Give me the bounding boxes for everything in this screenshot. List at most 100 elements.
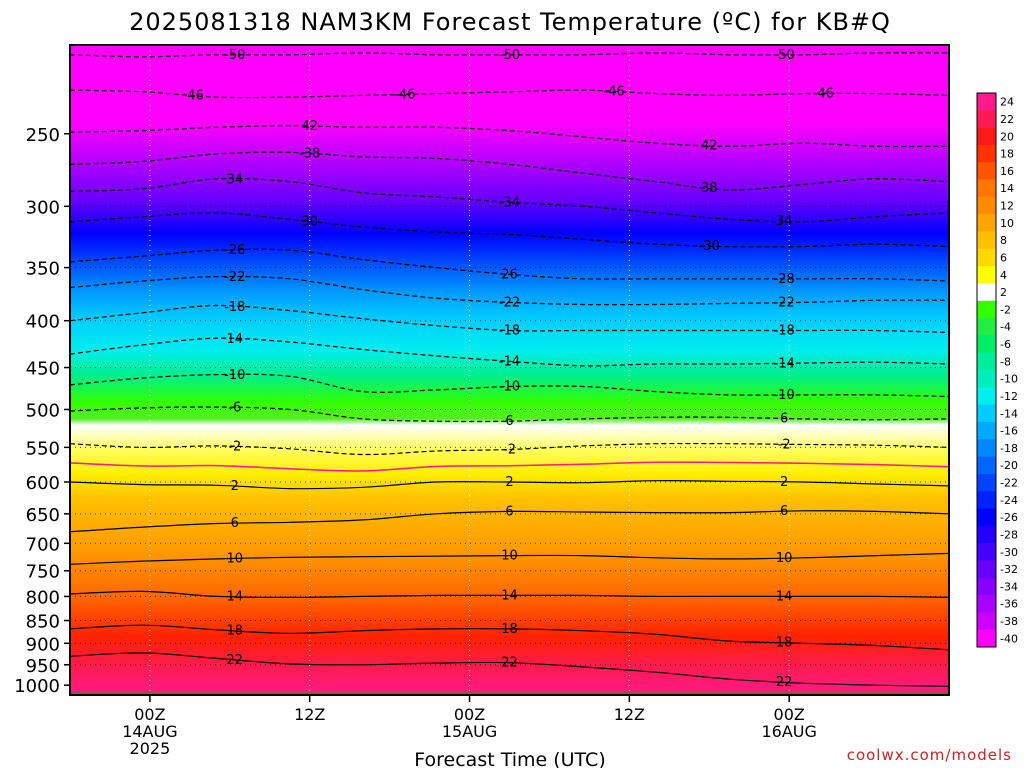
x-tick-label: 2025 xyxy=(130,739,171,758)
y-axis: 2503003504004505005506006507007508008509… xyxy=(14,125,70,697)
colorbar-tick-label: 14 xyxy=(1000,182,1014,195)
colorbar-tick-label: 20 xyxy=(1000,130,1014,143)
isotherm-label: 6 xyxy=(505,414,513,429)
isotherm-label: -10 xyxy=(774,388,795,403)
colorbar-swatch xyxy=(977,179,996,198)
x-tick-label: 00Z xyxy=(134,705,165,724)
y-tick-label: 250 xyxy=(26,125,60,146)
y-tick-label: 550 xyxy=(26,438,60,459)
isotherm-label: -18 xyxy=(774,324,795,339)
isotherm-label: 18 xyxy=(227,624,244,639)
isotherm-line xyxy=(69,652,950,687)
colorbar-tick-label: -4 xyxy=(1000,321,1011,334)
colorbar-swatch xyxy=(977,352,996,371)
isotherm-line xyxy=(69,52,950,58)
y-tick-label: 450 xyxy=(26,359,60,380)
grid-lines xyxy=(70,45,949,695)
isotherm-label: 6 xyxy=(780,504,788,519)
isotherm-label: 18 xyxy=(776,636,793,651)
isotherm-label: -22 xyxy=(774,296,795,311)
chart-title: 2025081318 NAM3KM Forecast Temperature (… xyxy=(129,8,891,36)
colorbar-tick-label: -24 xyxy=(1000,494,1018,507)
colorbar-swatch xyxy=(977,543,996,561)
isotherm-label: -6 xyxy=(228,401,241,416)
ground-layer xyxy=(70,691,949,695)
x-tick-label: 12Z xyxy=(614,705,645,724)
isotherm-label: 34 xyxy=(776,214,793,229)
colorbar-tick-label: -28 xyxy=(1000,528,1018,541)
y-tick-label: 350 xyxy=(26,259,60,280)
x-tick-label: 00Z xyxy=(454,705,485,724)
colorbar-swatch xyxy=(977,93,996,111)
isotherm-label: 22 xyxy=(776,675,793,690)
isotherm-label: 22 xyxy=(227,653,244,668)
colorbar-swatch xyxy=(977,318,996,336)
colorbar-tick-label: 10 xyxy=(1000,217,1014,230)
isotherm-label: -22 xyxy=(224,270,245,285)
isotherm-label: 14 xyxy=(501,588,518,603)
isotherm-label: -18 xyxy=(499,324,520,339)
isotherm-line xyxy=(69,151,950,191)
colorbar-swatch xyxy=(977,629,996,648)
isotherm-line xyxy=(69,212,950,248)
isotherm-label: -50 xyxy=(224,48,245,63)
colorbar-tick-label: -36 xyxy=(1000,598,1018,611)
isotherm-label: -10 xyxy=(499,380,520,395)
y-tick-label: 300 xyxy=(26,197,60,218)
isotherm-label: 6 xyxy=(780,412,788,427)
isotherm-line xyxy=(69,177,950,223)
isotherm-line xyxy=(69,510,950,533)
isotherm-label: 18 xyxy=(501,622,518,637)
isotherm-label: 2 xyxy=(505,475,513,490)
isotherm-label: -26 xyxy=(224,243,245,258)
colorbar-swatch xyxy=(977,421,996,440)
isotherm-label: -38 xyxy=(299,147,320,162)
isotherm-label: 6 xyxy=(505,504,513,519)
colorbar-tick-label: -2 xyxy=(1000,303,1011,316)
y-tick-label: 400 xyxy=(26,312,60,333)
colorbar-swatch xyxy=(977,162,996,181)
colorbar-tick-label: -8 xyxy=(1000,355,1011,368)
colorbar-swatch xyxy=(977,110,996,129)
isotherm-label: 10 xyxy=(776,551,793,566)
y-tick-label: 800 xyxy=(26,587,60,608)
isotherm-label: 14 xyxy=(227,332,244,347)
colorbar-frame xyxy=(976,92,997,648)
colorbar-swatch xyxy=(977,266,996,284)
y-tick-label: 1000 xyxy=(14,676,60,697)
y-tick-label: 950 xyxy=(26,656,60,677)
x-tick-label: 15AUG xyxy=(442,722,497,741)
isotherm-label: 46 xyxy=(187,89,204,104)
colorbar-swatch xyxy=(977,508,996,527)
colorbar-swatch xyxy=(977,335,996,354)
isotherm-label: -18 xyxy=(224,300,245,315)
colorbar-swatch xyxy=(977,248,996,267)
y-tick-label: 700 xyxy=(26,534,60,555)
y-tick-label: 750 xyxy=(26,562,60,583)
freezing-line xyxy=(69,461,950,472)
y-tick-label: 600 xyxy=(26,473,60,494)
colorbar-tick-label: -26 xyxy=(1000,511,1018,524)
colorbar-swatch xyxy=(977,196,996,215)
isotherm-line xyxy=(69,89,950,99)
colorbar-swatch xyxy=(977,439,996,458)
isotherm-label: 34 xyxy=(227,173,244,188)
colorbar-swatch xyxy=(977,214,996,232)
isotherm-line xyxy=(69,552,950,565)
isotherm-label: 10 xyxy=(227,551,244,566)
y-tick-label: 850 xyxy=(26,612,60,633)
isotherm-line xyxy=(69,304,950,334)
colorbar-tick-label: -32 xyxy=(1000,563,1018,576)
isotherm-label: 6 xyxy=(231,516,239,531)
isotherm-label: -34 xyxy=(499,195,520,210)
colorbar-tick-label: -30 xyxy=(1000,546,1018,559)
isotherm-label: -46 xyxy=(604,85,625,100)
colorbar-swatch xyxy=(977,370,996,388)
isotherm-line xyxy=(69,406,950,423)
colorbar-tick-label: -22 xyxy=(1000,477,1018,490)
isotherm-line xyxy=(69,480,950,490)
colorbar-tick-label: 4 xyxy=(1000,269,1007,282)
isotherm-label: -14 xyxy=(499,354,520,369)
isotherm-label: -22 xyxy=(499,295,520,310)
